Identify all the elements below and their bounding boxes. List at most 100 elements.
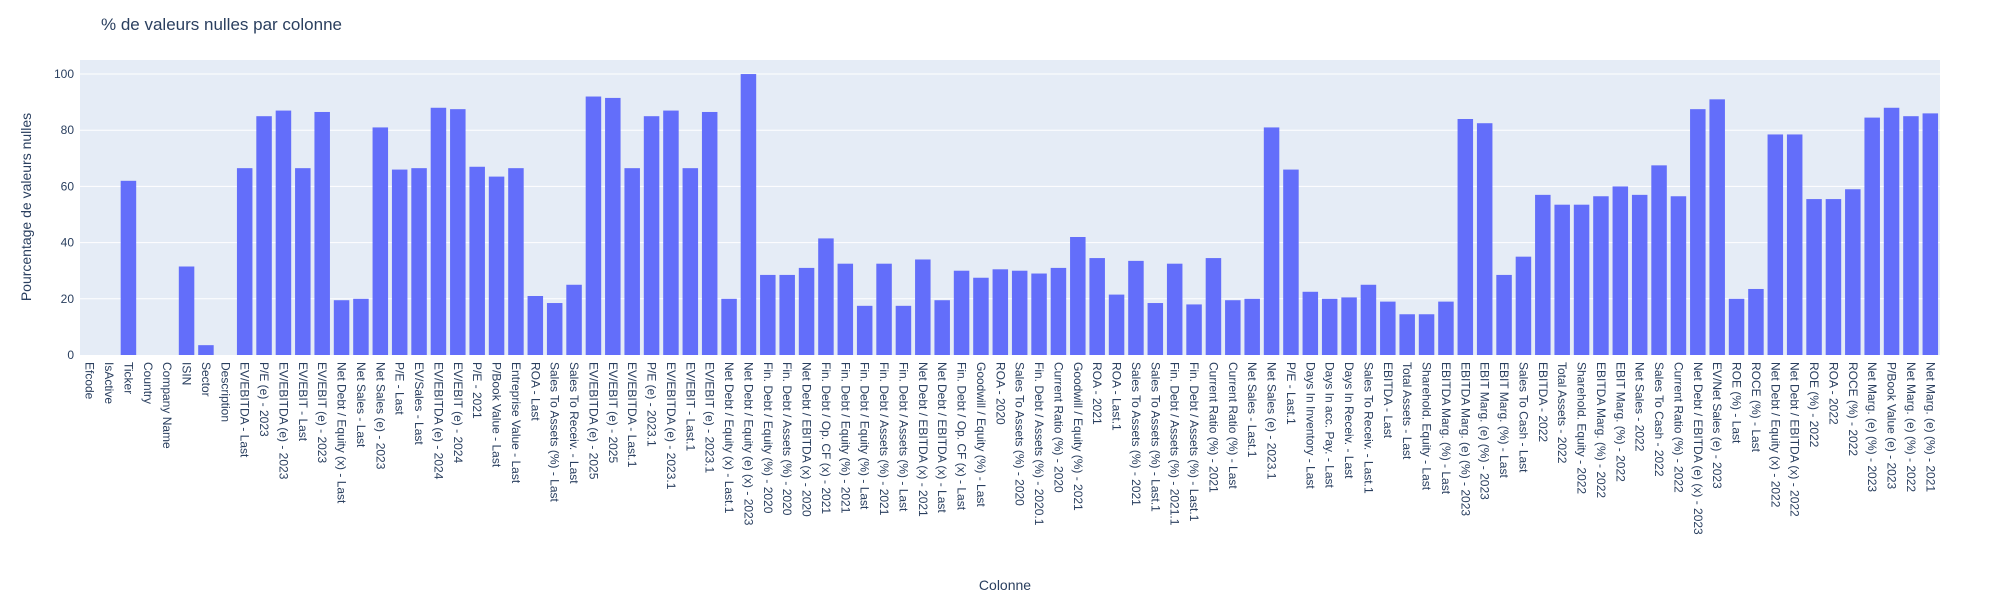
x-tick-label: ROE (%) - 2022: [1807, 362, 1821, 448]
bar: [1767, 134, 1784, 355]
x-tick-label: Fin. Debt / Assets (%) - 2020: [780, 362, 794, 516]
x-tick-label: Net Debt / EBITDA (x) - 2020: [800, 362, 814, 517]
x-tick-label: ROA - 2022: [1826, 362, 1840, 425]
x-tick-label: Fin. Debt / Assets (%) - Last: [896, 362, 910, 512]
x-tick-label: EV/EBITDA (e) - 2023: [276, 362, 290, 480]
bar: [1690, 109, 1706, 356]
bar: [934, 300, 950, 355]
bar: [353, 298, 369, 355]
bar: [1031, 273, 1047, 355]
x-tick-label: Sales To Receiv. - Last: [567, 362, 581, 484]
x-tick-label: EV/EBIT (e) - 2024: [451, 362, 465, 463]
x-tick-label: Goodwill / Equity (%) - Last: [974, 362, 988, 507]
x-tick-label: EBITDA Marg. (%) - Last: [1439, 362, 1453, 495]
bar: [1845, 189, 1861, 355]
x-tick-label: Net Debt / EBITDA (e) (x) - 2023: [1691, 362, 1705, 535]
bar: [624, 168, 640, 355]
bar: [1244, 298, 1260, 355]
bar: [1438, 301, 1454, 355]
bar: [1612, 186, 1629, 355]
x-tick-label: EV/Sales - Last: [412, 362, 426, 445]
x-tick-label: Goodwill / Equity (%) - 2021: [1071, 362, 1085, 511]
x-tick-label: ROCE (%) - 2022: [1846, 362, 1860, 456]
x-tick-label: Net Sales - Last.1: [1245, 362, 1259, 458]
bar: [1728, 298, 1745, 355]
bar: [333, 300, 350, 355]
bar: [1380, 301, 1396, 355]
bar: [721, 298, 737, 355]
x-tick-label: P/E (e) - 2023.1: [645, 362, 659, 447]
bar: [895, 305, 912, 355]
bar: [1341, 297, 1357, 355]
x-tick-label: Days In Inventory - Last: [1303, 362, 1317, 489]
bar: [1476, 123, 1493, 355]
x-tick-label: Net Marg. (e) (%) - 2021: [1923, 362, 1937, 492]
bar: [1205, 258, 1222, 355]
x-tick-label: Days In acc. Pay. - Last: [1323, 362, 1337, 488]
x-axis-ticks: Efcode IsActive Ticker Country Company Name I…: [83, 362, 1938, 535]
x-tick-label: Sector: [199, 362, 213, 397]
bar: [1709, 99, 1725, 355]
y-axis-title: Pourcentage de valeurs nulles: [18, 113, 34, 301]
x-tick-label: ROA - 2020: [993, 362, 1007, 425]
x-tick-label: EV/EBIT (e) - 2023: [315, 362, 329, 463]
x-tick-label: EV/EBIT (e) - 2023.1: [703, 362, 717, 473]
gridlines: [80, 73, 1940, 300]
bar: [1186, 304, 1202, 355]
x-tick-label: Current Ratio (%) - 2020: [1051, 362, 1065, 493]
x-tick-label: P/Book Value (e) - 2023: [1885, 362, 1899, 490]
x-tick-label: P/E (e) - 2023: [257, 362, 271, 437]
x-tick-label: Current Ratio (%) - 2022: [1671, 362, 1685, 493]
bar: [430, 107, 447, 355]
x-tick-label: Ticker: [121, 362, 135, 394]
bar: [1457, 119, 1474, 355]
x-tick-label: ISIN: [180, 362, 194, 385]
bar: [256, 116, 272, 355]
bar: [605, 97, 621, 355]
bar: [1748, 288, 1764, 355]
x-tick-label: EBIT Marg. (%) - 2022: [1613, 362, 1627, 482]
x-tick-label: Fin. Debt / Equity (%) - 2020: [761, 362, 775, 514]
x-tick-label: Efcode: [83, 362, 97, 400]
bar: [1147, 303, 1164, 355]
x-tick-label: EV/EBIT - Last: [296, 362, 310, 442]
x-tick-label: EV/EBITDA - Last.1: [625, 362, 639, 468]
x-tick-label: Total Assets - 2022: [1555, 362, 1569, 464]
x-tick-label: Net Sales (e) - 2023.1: [1265, 362, 1279, 480]
bar: [798, 267, 815, 355]
x-tick-label: Description: [218, 362, 232, 422]
x-tick-label: Sales To Assets (%) - 2020: [1013, 362, 1027, 506]
bar: [546, 303, 563, 355]
x-tick-label: EV/EBIT - Last.1: [683, 362, 697, 451]
x-tick-label: Total Assets - Last: [1400, 362, 1414, 460]
bar: [1011, 270, 1028, 355]
bar: [1070, 237, 1086, 355]
bar: [585, 96, 602, 356]
x-tick-label: Net Debt / Equity (x) - Last: [335, 362, 349, 504]
x-tick-label: P/E - Last.1: [1284, 362, 1298, 425]
bar: [760, 274, 776, 355]
x-tick-label: P/E - Last: [393, 362, 407, 415]
bar: [488, 176, 505, 355]
x-tick-label: Current Ratio (%) - Last: [1226, 362, 1240, 489]
x-tick-label: ROE (%) - Last: [1730, 362, 1744, 444]
y-tick-label: 0: [67, 348, 74, 362]
x-tick-label: ROA - 2021: [1090, 362, 1104, 425]
x-tick-label: EBITDA - 2022: [1536, 362, 1550, 442]
x-tick-label: EV/EBITDA (e) - 2025: [586, 362, 600, 480]
bar: [1496, 274, 1512, 355]
x-tick-label: Sales To Assets (%) - Last: [548, 362, 562, 503]
x-tick-label: EV/EBIT (e) - 2025: [606, 362, 620, 463]
bar: [1651, 165, 1667, 355]
x-tick-label: P/Book Value - Last: [490, 362, 504, 468]
bar: [411, 168, 427, 355]
bar: [120, 180, 137, 355]
bar: [198, 345, 214, 355]
bar: [178, 266, 195, 355]
y-tick-label: 100: [54, 67, 74, 81]
bar: [1089, 258, 1105, 355]
bar: [1128, 260, 1144, 355]
x-tick-label: EBIT Marg. (%) - Last: [1497, 362, 1511, 478]
bar: [915, 259, 931, 355]
bar: [372, 127, 389, 355]
